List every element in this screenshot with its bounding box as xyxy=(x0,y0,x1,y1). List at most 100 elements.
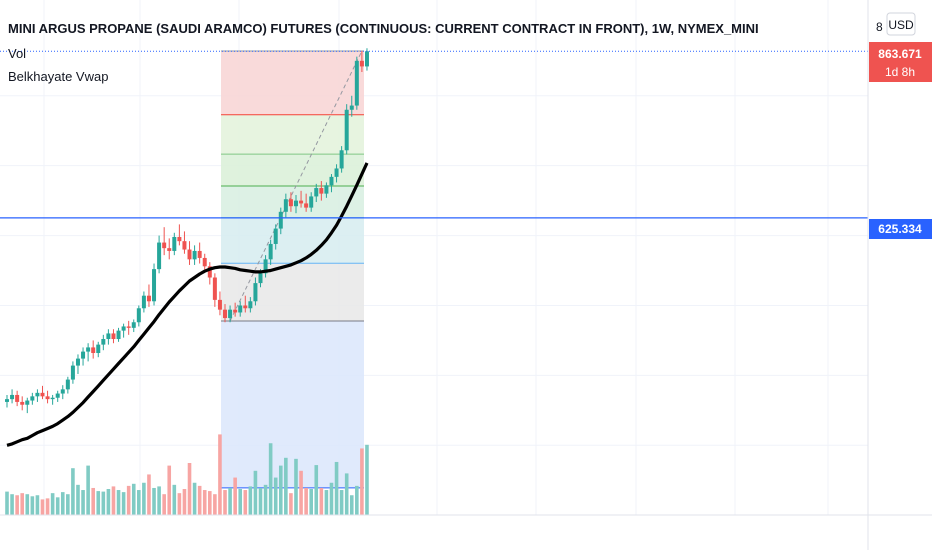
candle-body-10 xyxy=(55,393,60,398)
candle-body-50 xyxy=(258,273,263,284)
countdown-value: 1d 8h xyxy=(885,65,915,79)
candle-body-12 xyxy=(65,379,70,390)
fibonacci-retracement[interactable] xyxy=(221,50,364,489)
candle-body-38 xyxy=(197,250,202,258)
volume-bar-71 xyxy=(365,444,369,515)
candle-body-68 xyxy=(349,105,354,110)
fib-trend-line xyxy=(229,50,363,322)
candle-body-0 xyxy=(5,399,9,402)
fib-zone-6 xyxy=(221,320,364,488)
volume-bar-49 xyxy=(253,470,258,515)
candle-body-22 xyxy=(116,330,121,340)
volume-bar-24 xyxy=(126,485,131,515)
hline-price-value: 625.334 xyxy=(878,222,922,236)
volume-bar-41 xyxy=(213,494,217,515)
volume-bar-65 xyxy=(334,461,339,515)
volume-bar-10 xyxy=(55,497,60,515)
volume-bar-51 xyxy=(263,484,268,515)
volume-bar-43 xyxy=(223,490,227,515)
volume-bar-57 xyxy=(294,458,298,515)
volume-bar-44 xyxy=(228,487,232,515)
candle-body-34 xyxy=(177,236,182,242)
fib-zone-5 xyxy=(221,263,364,321)
candle-body-8 xyxy=(45,396,50,400)
volume-bar-37 xyxy=(192,482,197,515)
candle-body-70 xyxy=(359,60,364,67)
fib-zone-0 xyxy=(221,51,364,115)
candle-body-62 xyxy=(319,188,324,194)
candlestick-series xyxy=(5,48,369,414)
currency-button[interactable]: USD xyxy=(886,12,916,36)
volume-bar-30 xyxy=(157,486,161,515)
volume-bar-26 xyxy=(137,490,141,515)
candle-body-13 xyxy=(70,365,75,380)
candle-body-46 xyxy=(238,305,243,313)
candle-body-6 xyxy=(35,392,40,397)
candle-body-31 xyxy=(162,242,167,249)
candle-body-28 xyxy=(146,295,151,302)
candle-body-27 xyxy=(141,295,146,309)
candle-body-60 xyxy=(309,196,314,208)
volume-bar-50 xyxy=(258,487,263,515)
volume-bar-29 xyxy=(152,487,156,515)
volume-bar-9 xyxy=(50,493,55,515)
volume-bar-67 xyxy=(344,473,349,515)
volume-bar-7 xyxy=(40,499,45,515)
candle-body-41 xyxy=(212,277,217,300)
volume-bar-60 xyxy=(309,489,313,515)
candle-body-58 xyxy=(299,200,304,204)
grid xyxy=(0,0,868,515)
volume-bar-14 xyxy=(76,484,80,515)
fib-zone-4 xyxy=(221,217,364,264)
volume-series xyxy=(5,434,369,515)
candle-body-1 xyxy=(10,394,15,400)
candle-body-45 xyxy=(233,309,238,313)
candle-body-7 xyxy=(40,392,45,397)
last-price-value: 863.671 xyxy=(878,47,922,61)
volume-bar-4 xyxy=(25,494,30,515)
candle-body-59 xyxy=(304,203,309,208)
candle-body-71 xyxy=(364,51,369,67)
candle-body-54 xyxy=(278,211,283,229)
candle-body-64 xyxy=(329,176,334,186)
horizontal-line[interactable] xyxy=(0,50,868,219)
candle-body-2 xyxy=(15,394,20,402)
price-axis-partial-label: 8 xyxy=(876,20,883,34)
candle-body-56 xyxy=(288,199,293,207)
candle-body-39 xyxy=(202,257,207,267)
candle-body-42 xyxy=(217,299,222,310)
candle-body-36 xyxy=(187,249,192,260)
vwap-line xyxy=(6,162,369,447)
volume-bar-66 xyxy=(339,490,344,515)
volume-bar-18 xyxy=(96,491,101,515)
volume-bar-22 xyxy=(116,490,121,515)
volume-bar-17 xyxy=(91,487,95,515)
volume-bar-40 xyxy=(208,491,212,515)
volume-bar-45 xyxy=(233,477,237,515)
candle-body-24 xyxy=(126,326,131,328)
candle-body-37 xyxy=(192,250,197,260)
volume-bar-70 xyxy=(360,448,364,515)
legend-vol[interactable]: Vol xyxy=(8,46,26,61)
volume-bar-20 xyxy=(106,489,111,515)
fib-zone-1 xyxy=(221,114,364,155)
legend-vwap[interactable]: Belkhayate Vwap xyxy=(8,69,108,84)
volume-bar-19 xyxy=(101,491,106,515)
candle-body-3 xyxy=(20,401,25,405)
candle-body-5 xyxy=(30,396,35,401)
candle-body-63 xyxy=(324,185,329,194)
volume-bar-46 xyxy=(238,489,243,515)
volume-bar-53 xyxy=(273,477,278,515)
volume-bar-52 xyxy=(268,443,273,515)
candle-body-66 xyxy=(339,150,344,169)
volume-bar-38 xyxy=(197,485,202,515)
volume-bar-62 xyxy=(319,487,324,515)
candle-body-29 xyxy=(152,269,157,302)
candle-body-69 xyxy=(354,60,359,106)
candle-body-14 xyxy=(75,358,80,366)
candle-body-15 xyxy=(81,351,86,359)
candle-body-67 xyxy=(344,109,349,151)
volume-bar-36 xyxy=(187,463,192,515)
